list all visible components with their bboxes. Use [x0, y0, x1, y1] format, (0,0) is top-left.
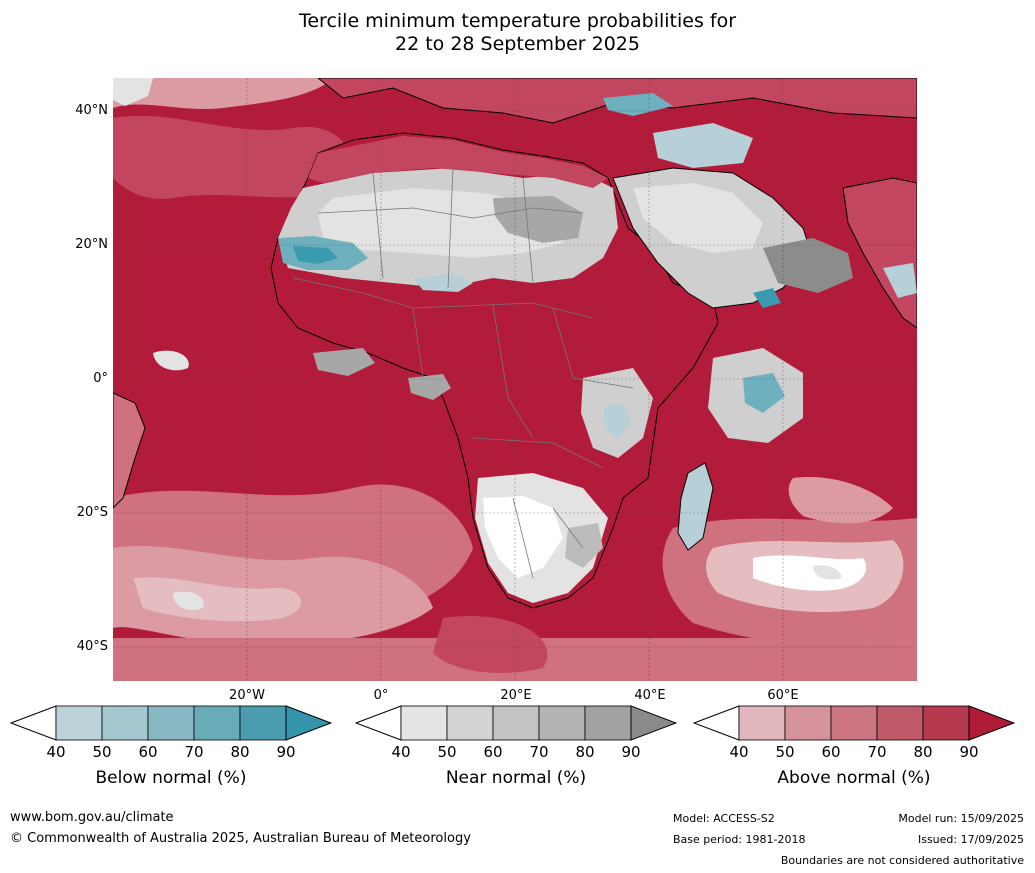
colorbar-above-tick-60: 60 — [821, 743, 841, 761]
graticule — [113, 78, 917, 681]
colorbar-near-high-extend — [630, 705, 677, 741]
colorbar-near-tick-50: 50 — [437, 743, 457, 761]
colorbar-near-segment-0 — [400, 705, 448, 741]
colorbar-title-above: Above normal (%) — [777, 768, 931, 788]
arabia-neutral — [633, 183, 763, 253]
colorbar-title-below: Below normal (%) — [95, 768, 247, 788]
probability-map — [113, 78, 917, 681]
colorbar-above-segment-3 — [876, 705, 924, 741]
lon-label-0: 0° — [373, 688, 389, 703]
land-madagascar — [677, 462, 714, 551]
colorbar-near-segment-4 — [584, 705, 632, 741]
colorbar-below-segment-3 — [193, 705, 241, 741]
colorbar-above-low-extend — [693, 705, 740, 741]
sahara-dark — [493, 196, 583, 243]
colorbar-above-high-extend — [968, 705, 1015, 741]
colorbar-above-tick-80: 80 — [913, 743, 933, 761]
footer-copyright: © Commonwealth of Australia 2025, Austra… — [10, 831, 471, 846]
lon-label-20e: 20°E — [500, 688, 532, 703]
colorbar-above-tick-90: 90 — [959, 743, 979, 761]
footer-model-run: Model run: 15/09/2025 — [898, 812, 1024, 825]
footer-model: Model: ACCESS-S2 — [673, 812, 775, 825]
north-africa-coast — [308, 136, 608, 188]
footer-disclaimer: Boundaries are not considered authoritat… — [780, 854, 1024, 867]
colorbar-below-tick-90: 90 — [276, 743, 296, 761]
lat-label-40n: 40°N — [75, 103, 108, 118]
footer-website[interactable]: www.bom.gov.au/climate — [10, 810, 174, 825]
colorbar-near-tick-70: 70 — [529, 743, 549, 761]
colorbar-title-near: Near normal (%) — [445, 768, 587, 788]
lat-label-20n: 20°N — [75, 237, 108, 252]
colorbar-above-segment-1 — [784, 705, 832, 741]
colorbar-above-tick-40: 40 — [729, 743, 749, 761]
gulf-of-guinea-grey — [408, 374, 451, 400]
colorbar-below-tick-50: 50 — [92, 743, 112, 761]
colorbar-below-tick-40: 40 — [46, 743, 66, 761]
lat-label-40s: 40°S — [76, 639, 108, 654]
colorbar-above-segment-2 — [830, 705, 878, 741]
lon-label-60e: 60°E — [767, 688, 799, 703]
arabia-dark-grey — [763, 238, 853, 293]
colorbar-near-segment-1 — [446, 705, 494, 741]
colorbar-above-tick-50: 50 — [775, 743, 795, 761]
country-boundaries — [292, 167, 634, 579]
footer-issued: Issued: 17/09/2025 — [917, 833, 1024, 846]
colorbar-above-segment-0 — [738, 705, 786, 741]
lon-label-40e: 40°E — [634, 688, 666, 703]
colorbar-above-normal — [693, 705, 1015, 741]
map-title: Tercile minimum temperature probabilitie… — [0, 10, 1035, 56]
lon-label-20w: 20°W — [229, 688, 265, 703]
colorbar-near-tick-80: 80 — [575, 743, 595, 761]
indian-ocean-blue — [743, 373, 785, 413]
colorbar-below-segment-0 — [55, 705, 103, 741]
arabia-blue-spot — [753, 288, 781, 308]
colorbar-below-high-extend — [285, 705, 332, 741]
colorbar-near-tick-60: 60 — [483, 743, 503, 761]
sahara-blue-spot — [413, 274, 473, 292]
colorbar-above-tick-70: 70 — [867, 743, 887, 761]
colorbar-below-tick-60: 60 — [138, 743, 158, 761]
land — [113, 78, 917, 609]
colorbar-below-low-extend — [10, 705, 57, 741]
colorbar-near-tick-40: 40 — [391, 743, 411, 761]
colorbar-near-normal — [355, 705, 677, 741]
india-below-normal — [883, 263, 917, 298]
sahel-below-dark — [293, 246, 338, 264]
land-south-america — [113, 392, 146, 509]
map-title-line-2: 22 to 28 September 2025 — [395, 33, 640, 55]
colorbar-below-tick-70: 70 — [184, 743, 204, 761]
colorbar-below-tick-80: 80 — [230, 743, 250, 761]
colorbar-near-low-extend — [355, 705, 402, 741]
colorbar-near-segment-2 — [492, 705, 540, 741]
colorbar-below-segment-4 — [239, 705, 287, 741]
colorbar-above-segment-4 — [922, 705, 970, 741]
colorbar-near-tick-90: 90 — [621, 743, 641, 761]
arabia-below-normal — [653, 123, 753, 168]
europe-below-normal — [603, 93, 673, 116]
lat-label-20s: 20°S — [76, 505, 108, 520]
map-title-line-1: Tercile minimum temperature probabilitie… — [298, 10, 737, 32]
footer-base-period: Base period: 1981-2018 — [673, 833, 806, 846]
atlantic-grey-patch — [313, 348, 375, 376]
colorbar-below-segment-2 — [147, 705, 195, 741]
lat-label-0: 0° — [93, 371, 108, 386]
east-africa-blue — [603, 403, 631, 438]
southern-africa-grey — [565, 523, 603, 568]
colorbar-below-segment-1 — [101, 705, 149, 741]
colorbar-near-segment-3 — [538, 705, 586, 741]
colorbar-below-normal — [10, 705, 332, 741]
north-america-patch — [113, 78, 153, 106]
